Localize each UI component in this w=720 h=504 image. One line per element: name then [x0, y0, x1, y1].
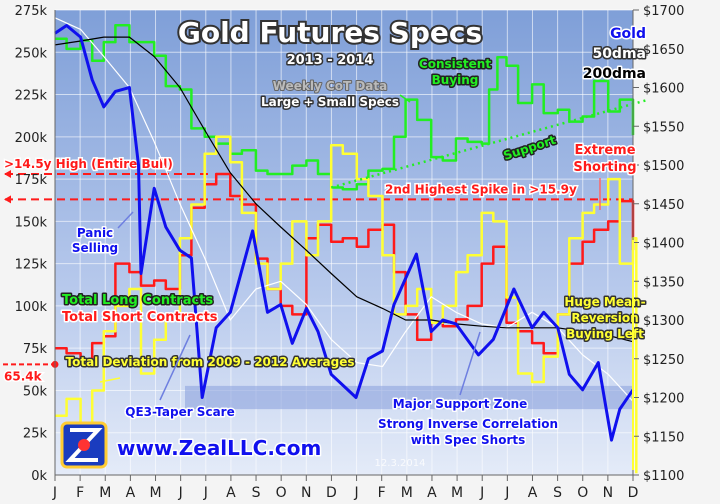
- y-left-tick-label: 0k: [31, 469, 47, 484]
- series-line-gold: [54, 24, 635, 442]
- arrow-left-icon: [4, 170, 11, 179]
- y-right-tick-label: $1500: [643, 159, 684, 174]
- x-tick-label: S: [553, 485, 562, 501]
- reference-label: 65.4k: [4, 369, 43, 383]
- annotation-huge-3: Buying Left: [566, 327, 644, 341]
- x-tick-label: M: [99, 485, 111, 501]
- y-right-tick-label: $1150: [643, 430, 684, 445]
- legend-short: Total Short Contracts: [62, 310, 218, 325]
- series-line-total-short-contracts: [55, 172, 635, 362]
- y-left-tick-label: 100k: [15, 300, 48, 315]
- y-right-tick-label: $1600: [643, 82, 684, 97]
- series-line-total-long-contracts: [55, 23, 635, 191]
- x-tick-label: M: [451, 485, 463, 501]
- annotation-panic-1: Panic: [77, 226, 113, 240]
- y-left-tick-label: 200k: [15, 131, 48, 146]
- arrow-left-icon: [4, 195, 11, 204]
- x-tick-label: J: [504, 485, 509, 501]
- x-tick-label: F: [76, 485, 84, 501]
- date-stamp: 12.3.2014: [375, 458, 426, 469]
- series-line-200dma: [54, 36, 634, 343]
- x-tick-label: J: [203, 485, 208, 501]
- y-right-tick-label: $1200: [643, 392, 684, 407]
- series-line-total-deviation-from-2009-2012-averages: [55, 135, 638, 474]
- y-left-tick-label: 50k: [23, 384, 48, 399]
- legend-deviation-text: Total Deviation from 2009 - 2012 Average…: [66, 355, 355, 369]
- x-tick-label: S: [252, 485, 261, 501]
- x-tick-label: J: [479, 485, 484, 501]
- annotation-arrows: [99, 94, 634, 470]
- x-tick-label: A: [226, 485, 236, 501]
- x-tick-label: N: [301, 485, 311, 501]
- legend-gold: Gold: [610, 26, 646, 42]
- y-right-tick-label: $1100: [643, 469, 684, 484]
- reference-label: >14.5y High (Entire Bull): [4, 157, 173, 171]
- y-right-tick-label: $1350: [643, 275, 684, 290]
- note-line-1: Weekly CoT Data: [273, 79, 388, 93]
- major-support-zone: [185, 385, 633, 410]
- x-tick-label: D: [326, 485, 337, 501]
- x-tick-label: M: [401, 485, 413, 501]
- annotation-consistent-2: Buying: [432, 73, 479, 87]
- y-left-tick-label: 225k: [15, 89, 48, 104]
- y-right-tick-label: $1700: [643, 4, 684, 19]
- axes: 0k 25k 50k 75k 100k 125k 150k 175k 200k 225k 250k 2…: [15, 4, 685, 501]
- x-tick-label: A: [126, 485, 136, 501]
- annotation-inverse-1: Strong Inverse Correlation: [378, 417, 558, 431]
- annotation-huge-2: Reversion: [571, 311, 638, 325]
- y-left-tick-label: 75k: [23, 342, 48, 357]
- series-line-50dma: [54, 17, 634, 402]
- series-lines: [54, 17, 638, 474]
- y-left-tick-label: 250k: [15, 46, 48, 61]
- y-right-tick-label: $1300: [643, 314, 684, 329]
- y-left-tick-label: 25k: [23, 427, 48, 442]
- y-right-tick-label: $1550: [643, 120, 684, 135]
- annotation-inverse-2: with Spec Shorts: [411, 433, 526, 447]
- annotation-support-zone: Major Support Zone: [393, 397, 528, 411]
- annotation-extreme-2: Shorting: [573, 160, 636, 175]
- y-left-tick-label: 175k: [15, 173, 48, 188]
- x-tick-label: A: [427, 485, 437, 501]
- x-tick-label: J: [52, 485, 57, 501]
- chart-subtitle: 2013 - 2014: [287, 53, 374, 68]
- y-left-tick-label: 275k: [15, 4, 48, 19]
- y-right-tick-label: $1400: [643, 237, 684, 252]
- reference-lines: >14.5y High (Entire Bull) 2nd Highest Spi…: [3, 156, 633, 385]
- y-right-tick-label: $1650: [643, 43, 684, 58]
- annotation-consistent-1: Consistent: [419, 57, 491, 71]
- x-tick-label: D: [628, 485, 639, 501]
- legend-200dma: 200dma: [583, 66, 646, 82]
- support-trendline: [330, 98, 650, 189]
- annotation-qe3: QE3-Taper Scare: [125, 405, 234, 419]
- annotation-extreme-1: Extreme: [574, 143, 635, 158]
- reference-label: 2nd Highest Spike in >15.9y: [385, 182, 577, 196]
- annotation-panic-2: Selling: [72, 241, 118, 255]
- x-tick-label: O: [577, 485, 588, 501]
- y-right-tick-label: $1450: [643, 198, 684, 213]
- zeal-logo: [60, 421, 108, 469]
- x-tick-label: F: [378, 485, 386, 501]
- y-right-tick-label: $1250: [643, 353, 684, 368]
- legend-50dma: 50dma: [592, 46, 646, 62]
- x-tick-label: O: [276, 485, 287, 501]
- x-tick-label: J: [178, 485, 183, 501]
- note-line-2: Large + Small Specs: [261, 95, 399, 109]
- x-tick-label: M: [149, 485, 161, 501]
- y-left-tick-label: 150k: [15, 215, 48, 230]
- x-tick-label: N: [603, 485, 613, 501]
- legend-long: Total Long Contracts: [62, 293, 213, 308]
- chart-title: Gold Futures Specs: [178, 16, 482, 49]
- annotation-huge-1: Huge Mean-: [564, 295, 645, 309]
- x-tick-label: J: [353, 485, 358, 501]
- x-tick-label: A: [528, 485, 538, 501]
- legend-deviation: Total Deviation from 2009 - 2012 Average…: [66, 355, 355, 369]
- logo-text: www.ZealLLC.com: [117, 436, 321, 460]
- y-left-tick-label: 125k: [15, 258, 48, 273]
